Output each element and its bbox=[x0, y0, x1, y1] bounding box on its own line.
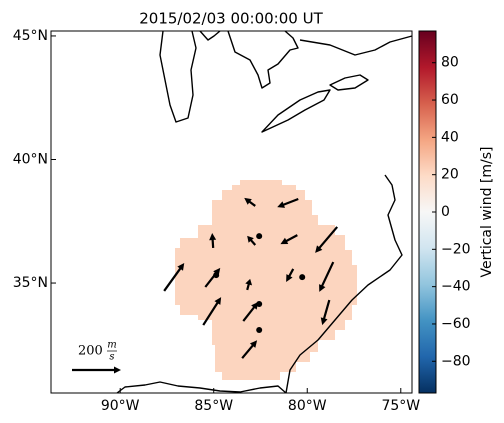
wind-arrow bbox=[277, 198, 299, 208]
colorbar-label: Vertical wind [m/s] bbox=[479, 147, 495, 278]
station bbox=[256, 233, 263, 240]
x-tick-label: 75°W bbox=[381, 398, 420, 414]
wind-arrow bbox=[244, 197, 256, 207]
key-arrow bbox=[72, 366, 121, 374]
colorbar-tick-label: −40 bbox=[441, 279, 471, 295]
wind-arrow bbox=[245, 278, 253, 291]
colorbar-tick-label: 40 bbox=[441, 129, 459, 145]
coastlines bbox=[116, 30, 413, 394]
y-tick-label: 35°N bbox=[13, 275, 48, 291]
wind-arrow bbox=[242, 301, 259, 322]
x-tick-label: 90°W bbox=[101, 398, 140, 414]
colorbar-tick-label: 60 bbox=[441, 92, 459, 108]
station bbox=[299, 274, 306, 281]
wind-arrow bbox=[247, 235, 257, 246]
wind-arrow bbox=[315, 226, 339, 253]
wind-arrow bbox=[202, 297, 222, 326]
map-frame bbox=[50, 30, 413, 394]
station bbox=[213, 272, 220, 279]
chart-title: 2015/02/03 00:00:00 UT bbox=[139, 10, 323, 28]
station bbox=[256, 326, 263, 333]
colorbar-tick-label: −60 bbox=[441, 316, 471, 332]
wind-arrow bbox=[319, 261, 335, 292]
x-tick-label: 80°W bbox=[288, 398, 327, 414]
colorbar-tick-label: −20 bbox=[441, 241, 471, 257]
colorbar-tick-label: 20 bbox=[441, 167, 459, 183]
station bbox=[256, 301, 263, 308]
key-unit-top: m bbox=[107, 340, 116, 351]
colorbar-tick-label: 0 bbox=[441, 204, 450, 220]
wind-field bbox=[175, 180, 357, 380]
colorbar-tick-label: −80 bbox=[441, 353, 471, 369]
wind-arrow bbox=[209, 233, 217, 249]
wind-arrow bbox=[320, 299, 331, 326]
wind-arrow bbox=[163, 263, 185, 292]
wind-arrow bbox=[241, 340, 258, 359]
wind-arrow bbox=[286, 268, 295, 282]
key-label: 200 bbox=[78, 344, 103, 359]
x-tick-label: 85°W bbox=[194, 398, 233, 414]
key-unit-bottom: s bbox=[109, 352, 114, 363]
colorbar-tick-label: 80 bbox=[441, 55, 459, 71]
y-tick-label: 45°N bbox=[13, 28, 48, 44]
wind-arrow bbox=[280, 234, 298, 245]
y-tick-label: 40°N bbox=[13, 151, 48, 167]
